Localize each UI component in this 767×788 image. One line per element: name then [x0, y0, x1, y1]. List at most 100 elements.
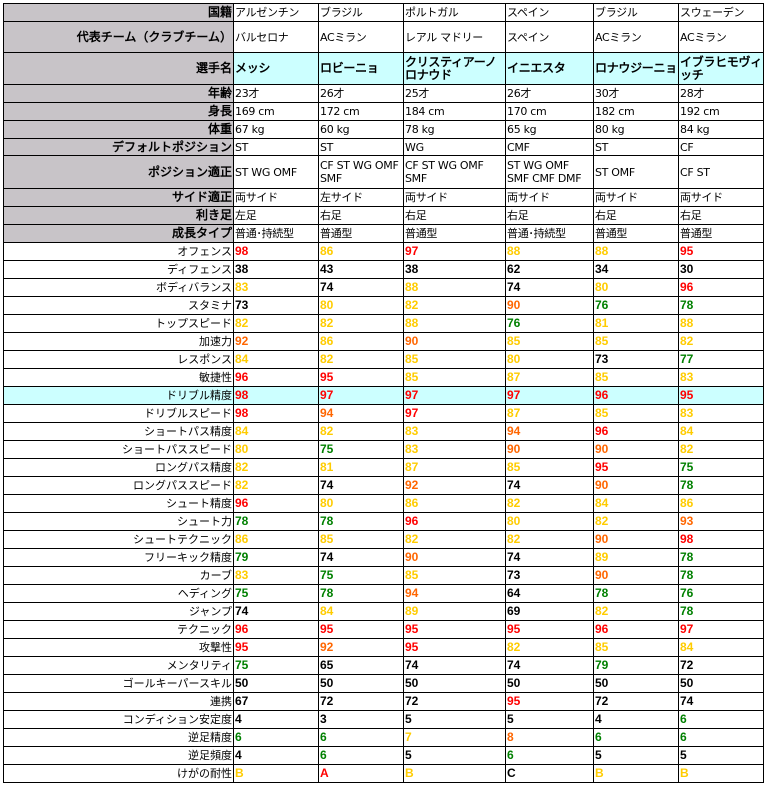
stat-value-5[interactable]: 4 — [593, 710, 679, 729]
stat-value-5[interactable]: 72 — [593, 692, 679, 711]
stat-value-6[interactable]: 74 — [678, 692, 764, 711]
stat-value-1[interactable]: 38 — [233, 260, 319, 279]
stat-value-3[interactable]: 38 — [403, 260, 506, 279]
stat-value-2[interactable]: 82 — [318, 314, 404, 333]
stat-value-4[interactable]: 97 — [505, 386, 594, 405]
stat-value-2[interactable]: 74 — [318, 548, 404, 567]
info-cell-1[interactable]: アルゼンチン — [233, 3, 319, 22]
stat-value-4[interactable]: 69 — [505, 602, 594, 621]
stat-value-4[interactable]: 5 — [505, 710, 594, 729]
info-cell-3[interactable]: 普通型 — [403, 224, 506, 243]
stat-value-6[interactable]: 6 — [678, 728, 764, 747]
info-cell-2[interactable]: ACミラン — [318, 21, 404, 53]
stat-value-6[interactable]: 78 — [678, 476, 764, 495]
info-cell-5[interactable]: ST OMF — [593, 155, 679, 189]
stat-value-3[interactable]: 97 — [403, 386, 506, 405]
stat-value-4[interactable]: 90 — [505, 440, 594, 459]
stat-value-2[interactable]: 75 — [318, 566, 404, 585]
stat-value-3[interactable]: 87 — [403, 458, 506, 477]
stat-value-3[interactable]: 97 — [403, 242, 506, 261]
stat-value-6[interactable]: 76 — [678, 584, 764, 603]
stat-value-1[interactable]: 86 — [233, 530, 319, 549]
stat-value-3[interactable]: 85 — [403, 350, 506, 369]
stat-value-4[interactable]: 8 — [505, 728, 594, 747]
stat-value-1[interactable]: 67 — [233, 692, 319, 711]
stat-value-6[interactable]: 72 — [678, 656, 764, 675]
stat-value-6[interactable]: 78 — [678, 566, 764, 585]
stat-value-2[interactable]: 94 — [318, 404, 404, 423]
stat-value-4[interactable]: 94 — [505, 422, 594, 441]
stat-value-2[interactable]: 74 — [318, 278, 404, 297]
info-cell-3[interactable]: 両サイド — [403, 188, 506, 207]
stat-value-5[interactable]: 85 — [593, 332, 679, 351]
stat-value-4[interactable]: 82 — [505, 494, 594, 513]
stat-value-6[interactable]: 95 — [678, 386, 764, 405]
stat-value-6[interactable]: 95 — [678, 242, 764, 261]
info-cell-3[interactable]: ポルトガル — [403, 3, 506, 22]
stat-value-3[interactable]: 72 — [403, 692, 506, 711]
info-cell-2[interactable]: 172 cm — [318, 102, 404, 121]
stat-value-6[interactable]: 86 — [678, 494, 764, 513]
info-cell-1[interactable]: 左足 — [233, 206, 319, 225]
stat-value-4[interactable]: C — [505, 764, 594, 783]
stat-value-4[interactable]: 74 — [505, 548, 594, 567]
info-cell-3[interactable]: レアル マドリー — [403, 21, 506, 53]
info-cell-2[interactable]: ST — [318, 138, 404, 156]
stat-value-2[interactable]: 74 — [318, 476, 404, 495]
stat-value-1[interactable]: 96 — [233, 494, 319, 513]
stat-value-5[interactable]: 82 — [593, 512, 679, 531]
stat-value-4[interactable]: 80 — [505, 512, 594, 531]
stat-value-5[interactable]: 90 — [593, 440, 679, 459]
info-cell-4[interactable]: 右足 — [505, 206, 594, 225]
stat-value-6[interactable]: 78 — [678, 548, 764, 567]
stat-value-3[interactable]: 50 — [403, 674, 506, 693]
info-cell-6[interactable]: 普通型 — [678, 224, 764, 243]
stat-value-6[interactable]: 30 — [678, 260, 764, 279]
stat-value-4[interactable]: 95 — [505, 692, 594, 711]
info-cell-6[interactable]: ACミラン — [678, 21, 764, 53]
stat-value-4[interactable]: 82 — [505, 638, 594, 657]
info-cell-5[interactable]: ST — [593, 138, 679, 156]
stat-value-2[interactable]: 97 — [318, 386, 404, 405]
stat-value-1[interactable]: 6 — [233, 728, 319, 747]
info-cell-2[interactable]: ブラジル — [318, 3, 404, 22]
stat-value-1[interactable]: 4 — [233, 710, 319, 729]
info-cell-2[interactable]: 左サイド — [318, 188, 404, 207]
stat-value-3[interactable]: 90 — [403, 332, 506, 351]
stat-value-6[interactable]: 6 — [678, 710, 764, 729]
stat-value-2[interactable]: 72 — [318, 692, 404, 711]
stat-value-3[interactable]: 82 — [403, 296, 506, 315]
info-cell-1[interactable]: ST WG OMF — [233, 155, 319, 189]
info-cell-4[interactable]: 普通･持続型 — [505, 224, 594, 243]
info-cell-5[interactable]: 182 cm — [593, 102, 679, 121]
stat-value-1[interactable]: 73 — [233, 296, 319, 315]
stat-value-5[interactable]: 96 — [593, 620, 679, 639]
stat-value-2[interactable]: 78 — [318, 584, 404, 603]
stat-value-5[interactable]: 84 — [593, 494, 679, 513]
stat-value-4[interactable]: 64 — [505, 584, 594, 603]
stat-value-3[interactable]: 92 — [403, 476, 506, 495]
stat-value-3[interactable]: 5 — [403, 710, 506, 729]
info-cell-1[interactable]: 両サイド — [233, 188, 319, 207]
stat-value-3[interactable]: 83 — [403, 440, 506, 459]
stat-value-4[interactable]: 6 — [505, 746, 594, 765]
info-cell-4[interactable]: 26才 — [505, 84, 594, 103]
stat-value-4[interactable]: 87 — [505, 404, 594, 423]
info-cell-2[interactable]: 普通型 — [318, 224, 404, 243]
stat-value-5[interactable]: B — [593, 764, 679, 783]
stat-value-1[interactable]: 4 — [233, 746, 319, 765]
info-cell-4[interactable]: スペイン — [505, 21, 594, 53]
stat-value-1[interactable]: 80 — [233, 440, 319, 459]
stat-value-1[interactable]: 83 — [233, 278, 319, 297]
stat-value-3[interactable]: B — [403, 764, 506, 783]
info-cell-2[interactable]: 26才 — [318, 84, 404, 103]
stat-value-3[interactable]: 95 — [403, 638, 506, 657]
stat-value-6[interactable]: 75 — [678, 458, 764, 477]
stat-value-1[interactable]: 84 — [233, 422, 319, 441]
stat-value-2[interactable]: 86 — [318, 242, 404, 261]
stat-value-4[interactable]: 50 — [505, 674, 594, 693]
player-name-4[interactable]: イニエスタ — [505, 52, 594, 85]
stat-value-6[interactable]: 50 — [678, 674, 764, 693]
stat-value-6[interactable]: 82 — [678, 440, 764, 459]
info-cell-6[interactable]: スウェーデン — [678, 3, 764, 22]
